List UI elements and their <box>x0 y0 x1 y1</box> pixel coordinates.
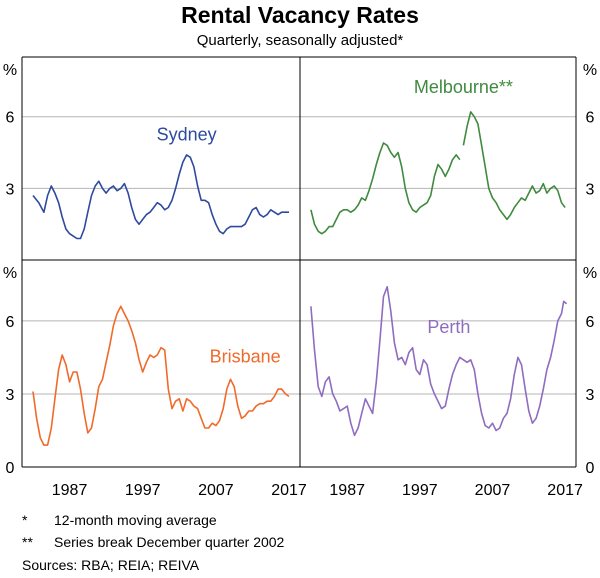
y-tick-right-bottom-3: 3 <box>586 387 595 404</box>
y-unit-right-top: % <box>583 62 597 79</box>
footnote-2-mark: ** <box>22 534 33 550</box>
y-tick-right-top-3: 3 <box>586 181 595 198</box>
footnote-1-text: 12-month moving average <box>54 512 217 528</box>
y-unit-left-bottom: % <box>3 265 17 282</box>
x-tick-right-1987: 1987 <box>329 482 365 499</box>
y-tick-right-bottom-6: 6 <box>586 314 595 331</box>
series-line-brisbane <box>32 305 290 446</box>
panel-label-sydney: Sydney <box>157 125 217 145</box>
footnote-1-mark: * <box>22 512 28 528</box>
x-tick-right-2017: 2017 <box>547 482 583 499</box>
footnote-2: ** Series break December quarter 2002 <box>22 533 284 551</box>
x-tick-left-2017: 2017 <box>271 482 307 499</box>
series-line-melbourne-part-2 <box>462 111 566 221</box>
y-tick-left-bottom-3: 3 <box>6 387 15 404</box>
sources-note: Sources: RBA; REIA; REIVA <box>22 557 200 573</box>
footnote-2-text: Series break December quarter 2002 <box>54 534 285 550</box>
y-tick-left-top-6: 6 <box>6 110 15 127</box>
x-tick-left-1997: 1997 <box>125 482 161 499</box>
chart-title: Rental Vacancy Rates <box>181 2 419 28</box>
series-line-sydney <box>32 154 289 240</box>
chart-subtitle: Quarterly, seasonally adjusted* <box>196 32 404 49</box>
y-tick-left-bottom-6: 6 <box>6 314 15 331</box>
series-line-melbourne-part-1 <box>310 142 461 235</box>
panel-label-melbourne: Melbourne** <box>414 77 513 97</box>
y-unit-right-bottom: % <box>583 265 597 282</box>
series-line-perth <box>310 286 568 437</box>
y-tick-right-top-6: 6 <box>586 110 595 127</box>
x-tick-left-2007: 2007 <box>198 482 234 499</box>
panel-label-brisbane: Brisbane <box>210 346 281 366</box>
y-tick-right-bottom-0: 0 <box>586 460 595 477</box>
y-tick-left-top-3: 3 <box>6 181 15 198</box>
x-tick-right-1997: 1997 <box>402 482 438 499</box>
small-multiples-chart: Sydney Melbourne** Brisbane Perth 3 3 6 6% % 0 0 3 3… <box>3 56 597 499</box>
x-tick-left-1987: 1987 <box>52 482 88 499</box>
y-tick-left-bottom-0: 0 <box>6 460 15 477</box>
footnote-1: * 12-month moving average <box>22 511 217 529</box>
panel-label-perth: Perth <box>427 317 470 337</box>
x-tick-right-2007: 2007 <box>475 482 511 499</box>
y-unit-left-top: % <box>3 62 17 79</box>
